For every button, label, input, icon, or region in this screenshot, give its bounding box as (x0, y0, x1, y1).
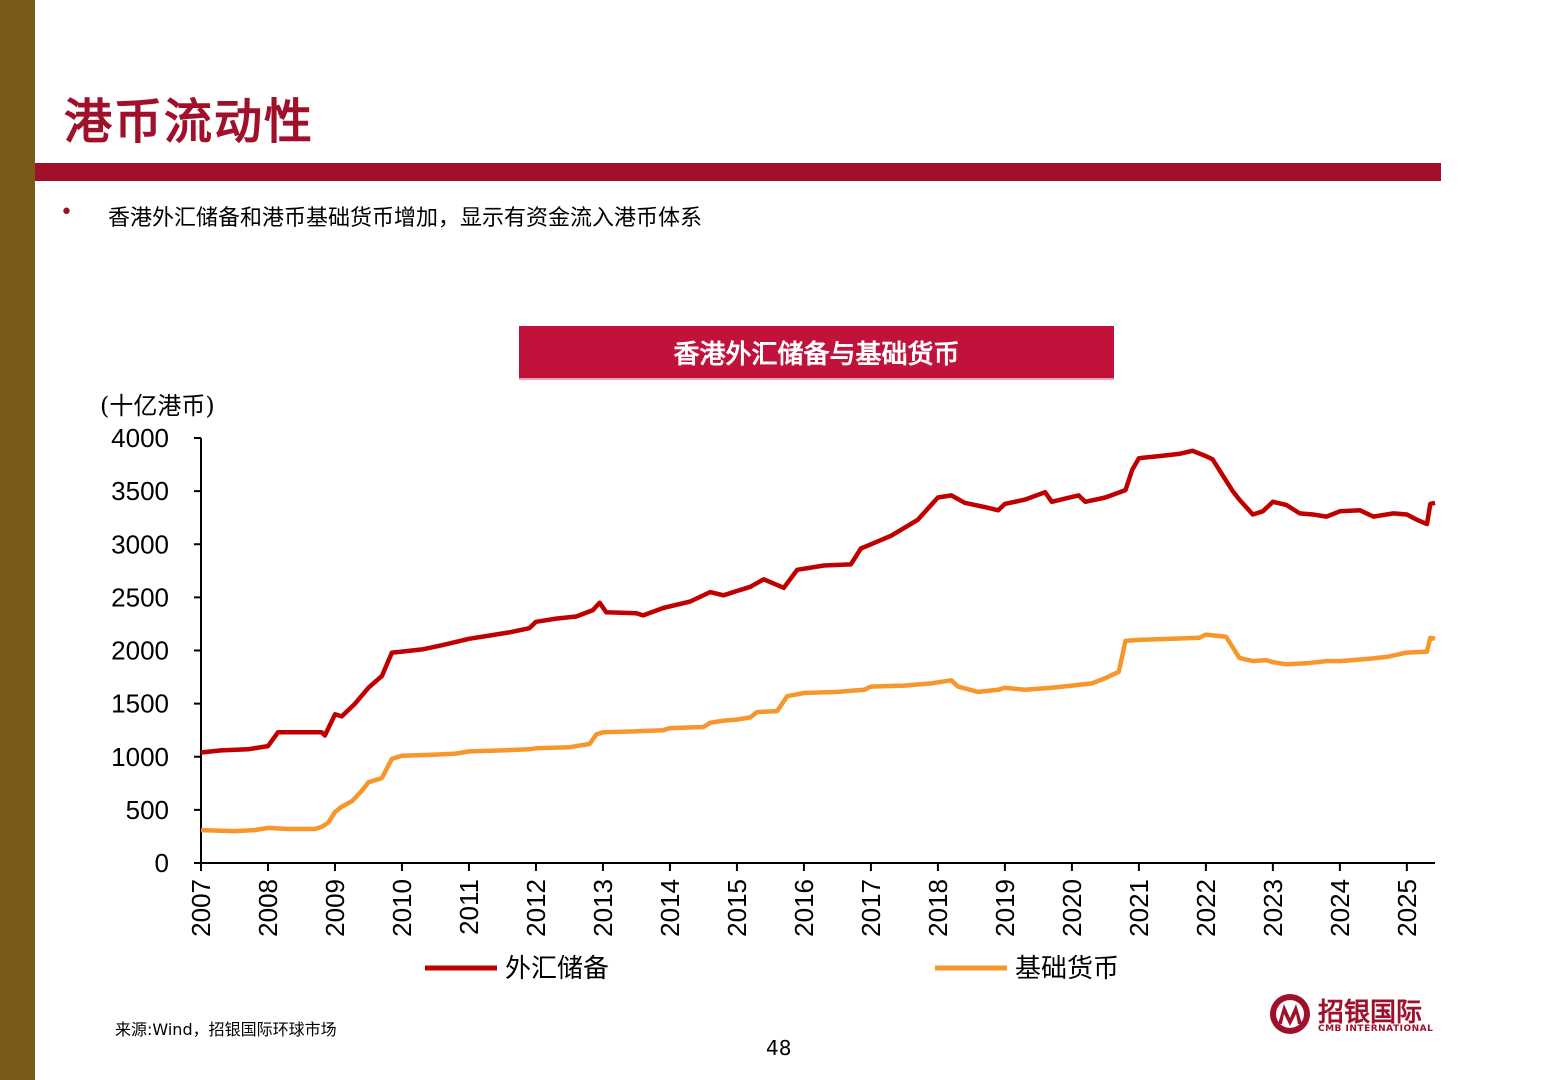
x-tick-label: 2025 (1392, 879, 1422, 937)
x-tick-label: 2016 (789, 879, 819, 937)
left-accent-bar (0, 0, 35, 1080)
bullet-marker: • (60, 200, 73, 225)
x-tick-label: 2009 (320, 879, 350, 937)
series-line-1 (200, 448, 1436, 755)
x-tick-label: 2010 (387, 879, 417, 937)
x-tick-label: 2007 (186, 879, 216, 937)
y-tick-label: 3500 (111, 476, 169, 506)
chart-axes: 0 500 1000 1500 2000 2500 3000 3500 4000 2007 2008… (111, 423, 1435, 937)
x-tick-label: 2021 (1124, 879, 1154, 937)
legend-label-2: 基础货币 (1015, 954, 1119, 984)
x-tick-label: 2013 (588, 879, 618, 937)
y-axis-unit-label: (十亿港币) (100, 392, 215, 420)
source-note: 来源:Wind，招银国际环球市场 (115, 1020, 337, 1039)
page-title: 港币流动性 (64, 94, 315, 150)
bullet-text: 香港外汇储备和港币基础货币增加，显示有资金流入港币体系 (108, 206, 703, 231)
x-tick-label: 2022 (1191, 879, 1221, 937)
cmb-logo-icon (1270, 994, 1310, 1034)
x-tick-label: 2011 (454, 879, 484, 935)
x-tick-label: 2014 (655, 879, 685, 937)
y-tick-label: 0 (155, 848, 169, 878)
logo-english-name: CMB INTERNATIONAL (1318, 1024, 1434, 1034)
x-tick-label: 2015 (722, 879, 752, 937)
y-tick-label: 3000 (111, 529, 169, 559)
y-tick-label: 500 (126, 795, 169, 825)
x-tick-label: 2012 (521, 879, 551, 937)
x-tick-label: 2018 (923, 879, 953, 937)
title-divider (35, 163, 1441, 181)
cmb-international-logo: 招银国际 CMB INTERNATIONAL (1268, 992, 1448, 1040)
y-tick-label: 4000 (111, 423, 169, 453)
y-tick-label: 1500 (111, 689, 169, 719)
y-tick-label: 2000 (111, 636, 169, 666)
chart-legend: 外汇储备 基础货币 (425, 954, 1119, 984)
x-tick-label: 2024 (1325, 879, 1355, 937)
x-tick-label: 2019 (990, 879, 1020, 937)
x-tick-label: 2008 (253, 879, 283, 937)
series-line-2 (200, 632, 1436, 834)
logo-chinese-name: 招银国际 (1318, 998, 1423, 1028)
x-tick-label: 2020 (1057, 879, 1087, 937)
x-tick-label: 2017 (856, 879, 886, 937)
legend-label-1: 外汇储备 (505, 954, 609, 984)
y-tick-label: 2500 (111, 582, 169, 612)
chart-title-banner: 香港外汇储备与基础货币 (519, 326, 1114, 380)
chart-title: 香港外汇储备与基础货币 (673, 339, 960, 370)
chart-series (200, 448, 1436, 834)
page-number: 48 (766, 1036, 792, 1060)
y-tick-label: 1000 (111, 742, 169, 772)
x-tick-label: 2023 (1258, 879, 1288, 937)
